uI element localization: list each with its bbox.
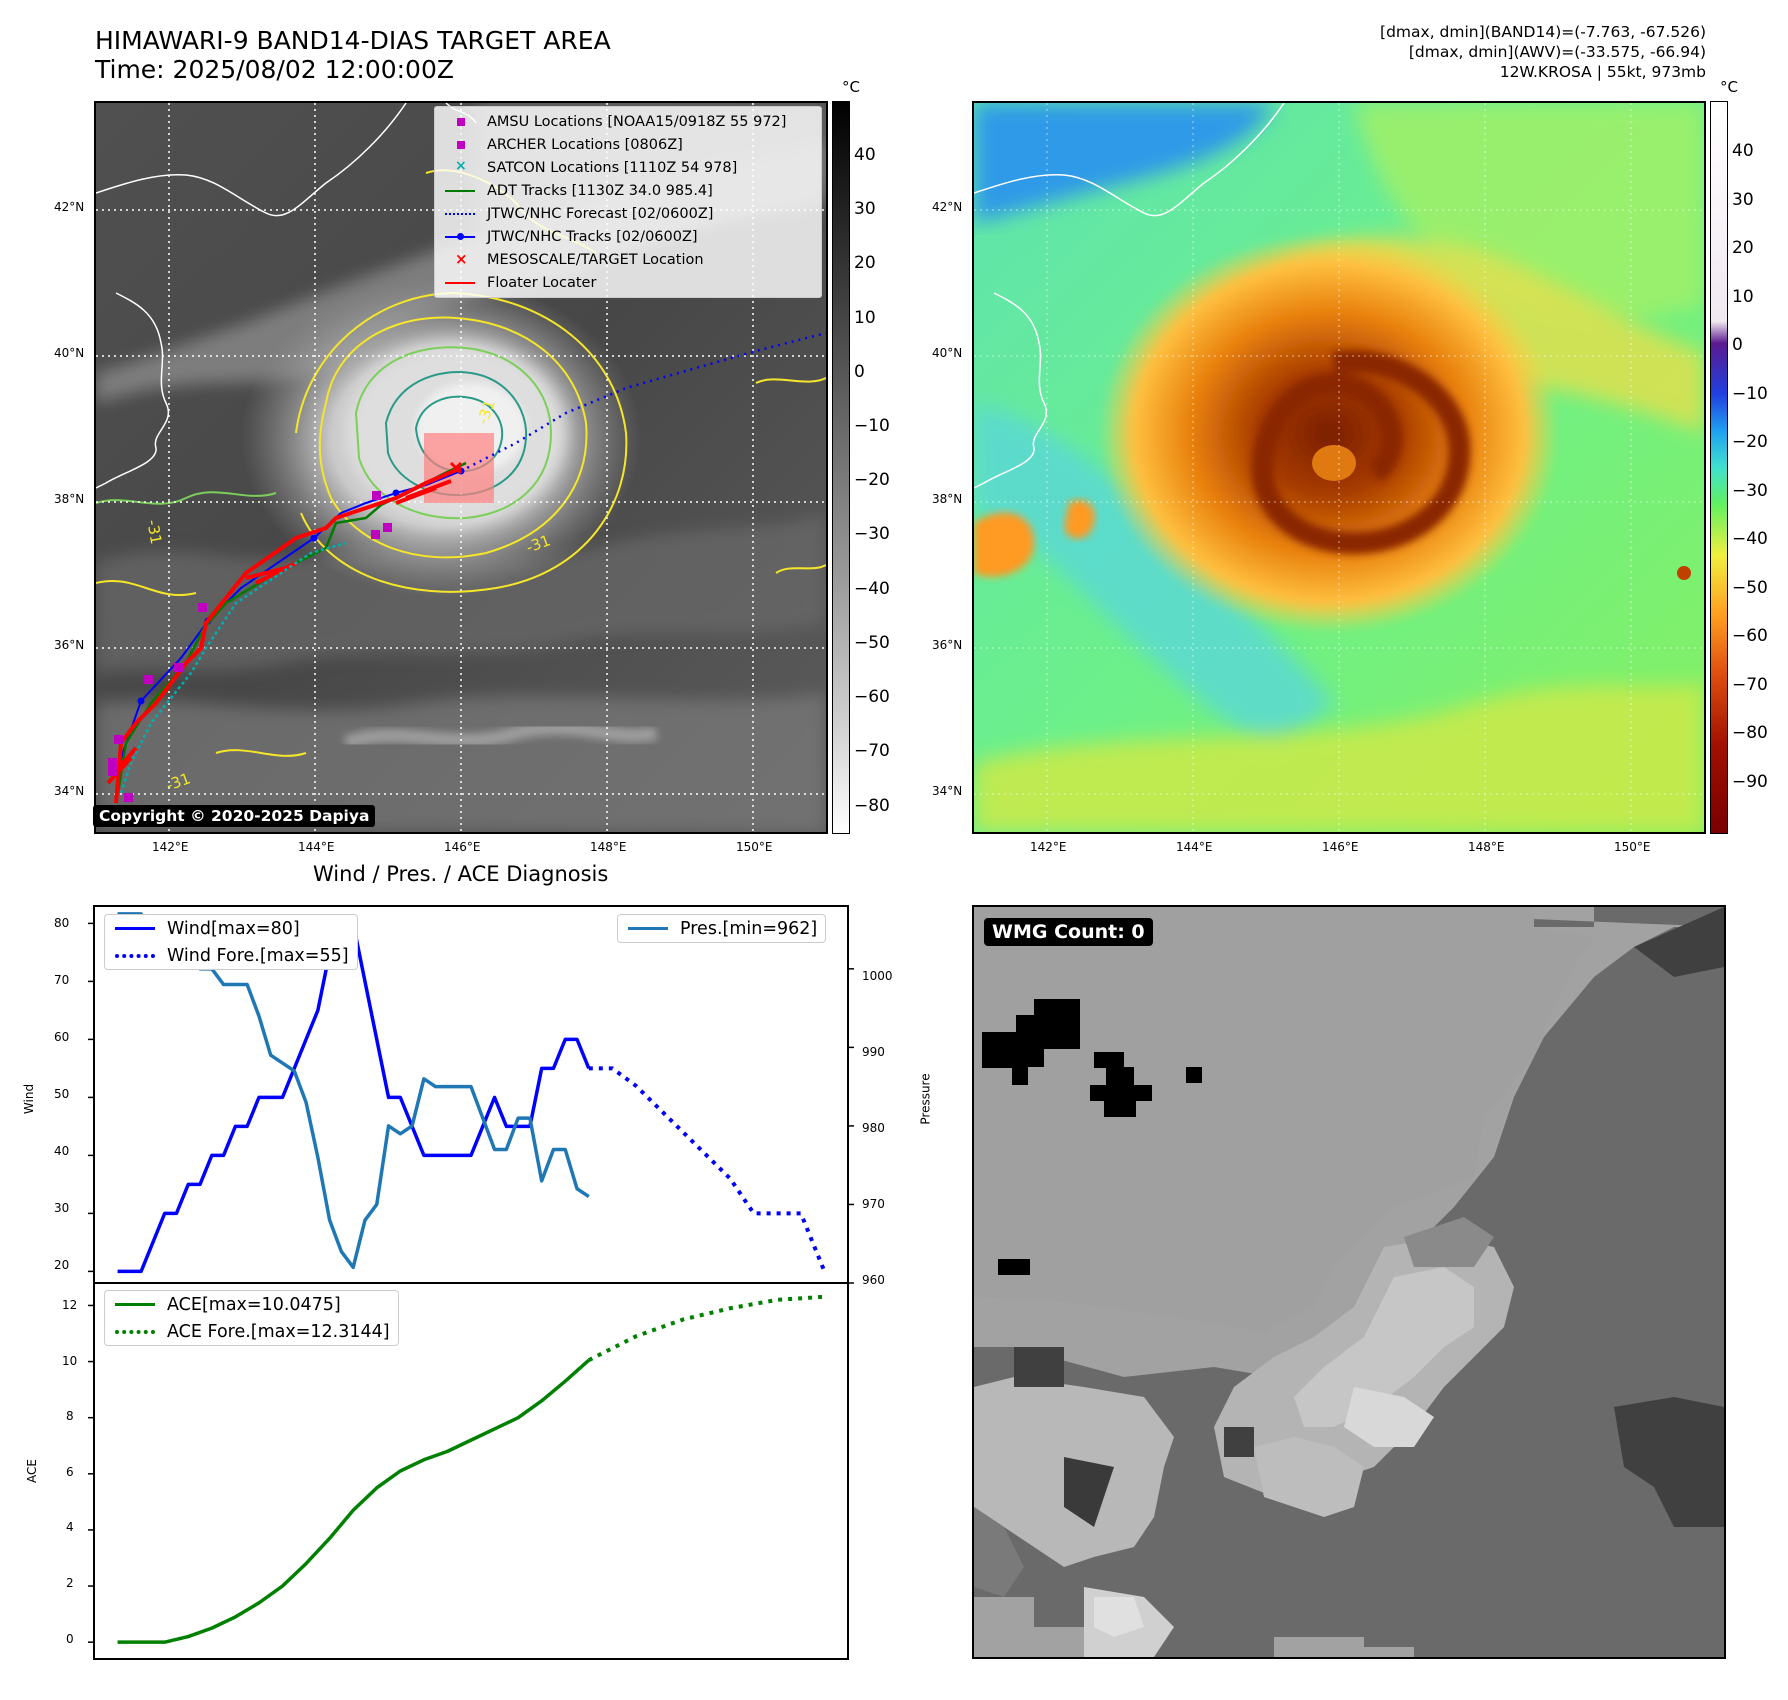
wind-series-line <box>117 921 591 1274</box>
title-line-1: HIMAWARI-9 BAND14-DIAS TARGET AREA <box>95 26 611 55</box>
stats-line-3: 12W.KROSA | 55kt, 973mb <box>1499 63 1706 81</box>
stats-line-2: [dmax, dmin](AWV)=(-33.575, -66.94) <box>1408 43 1706 61</box>
wmg-image <box>974 907 1724 1657</box>
target-x-marker <box>449 461 463 475</box>
title-line-2: Time: 2025/08/02 12:00:00Z <box>95 55 454 84</box>
legend-archer: ARCHER Locations [0806Z] <box>435 135 683 155</box>
legend-jtwc-forecast: JTWC/NHC Forecast [02/0600Z] <box>435 204 713 224</box>
legend-ace-forecast: ACE Fore.[max=12.3144] <box>105 1318 398 1345</box>
ace-legend: ACE[max=10.0475] ACE Fore.[max=12.3144] <box>104 1290 399 1346</box>
amsu-archer-markers <box>108 491 392 802</box>
legend-wind: Wind[max=80] <box>105 915 357 942</box>
copyright-badge: Copyright © 2020-2025 Dapiya <box>93 805 376 827</box>
color-map-panel <box>972 101 1706 834</box>
legend-ace: ACE[max=10.0475] <box>105 1291 398 1318</box>
floater-track <box>114 466 462 804</box>
wmg-count-badge: WMG Count: 0 <box>984 918 1153 946</box>
legend-target: × MESOSCALE/TARGET Location <box>455 250 704 268</box>
legend-floater: Floater Locater <box>435 273 596 293</box>
colorbar-gray <box>832 101 850 834</box>
wmg-black-regions <box>982 999 1202 1275</box>
legend-pressure: Pres.[min=962] <box>618 915 825 942</box>
color-map-gridlines <box>974 103 1704 832</box>
ace-axis-label: ACE <box>24 1459 39 1483</box>
ace-forecast-line <box>587 1294 825 1362</box>
wind-axis-label: Wind <box>22 1083 37 1115</box>
floater-track-segments <box>106 479 452 785</box>
legend-wind-forecast: Wind Fore.[max=55] <box>105 942 357 969</box>
colorbar-color-unit: °C <box>1720 78 1738 96</box>
wmg-panel <box>972 905 1726 1659</box>
pressure-legend: Pres.[min=962] <box>617 914 827 943</box>
jtwc-track <box>115 470 462 794</box>
stats-line-1: [dmax, dmin](BAND14)=(-7.763, -67.526) <box>1380 23 1706 41</box>
color-map-image <box>974 103 1704 832</box>
ace-series-line <box>117 1358 590 1644</box>
colorbar-gray-unit: °C <box>842 78 860 96</box>
map-legend: AMSU Locations [NOAA15/0918Z 55 972] ARC… <box>434 106 822 298</box>
legend-satcon: × SATCON Locations [1110Z 54 978] <box>455 158 738 176</box>
wind-legend: Wind[max=80] Wind Fore.[max=55] <box>104 914 358 970</box>
figure-title: HIMAWARI-9 BAND14-DIAS TARGET AREA Time:… <box>95 26 611 84</box>
colorbar-color <box>1710 101 1728 834</box>
satcon-markers <box>119 541 347 794</box>
pressure-axis-label: Pressure <box>918 1073 933 1125</box>
legend-adt: ADT Tracks [1130Z 34.0 985.4] <box>435 181 713 201</box>
legend-amsu: AMSU Locations [NOAA15/0918Z 55 972] <box>435 112 786 132</box>
stats-info: [dmax, dmin](BAND14)=(-7.763, -67.526) [… <box>1380 22 1706 82</box>
diag-title: Wind / Pres. / ACE Diagnosis <box>313 862 609 886</box>
legend-jtwc-tracks: JTWC/NHC Tracks [02/0600Z] <box>435 227 698 247</box>
ace-plot-frame <box>93 1282 849 1660</box>
wind-forecast-line <box>588 1066 827 1273</box>
